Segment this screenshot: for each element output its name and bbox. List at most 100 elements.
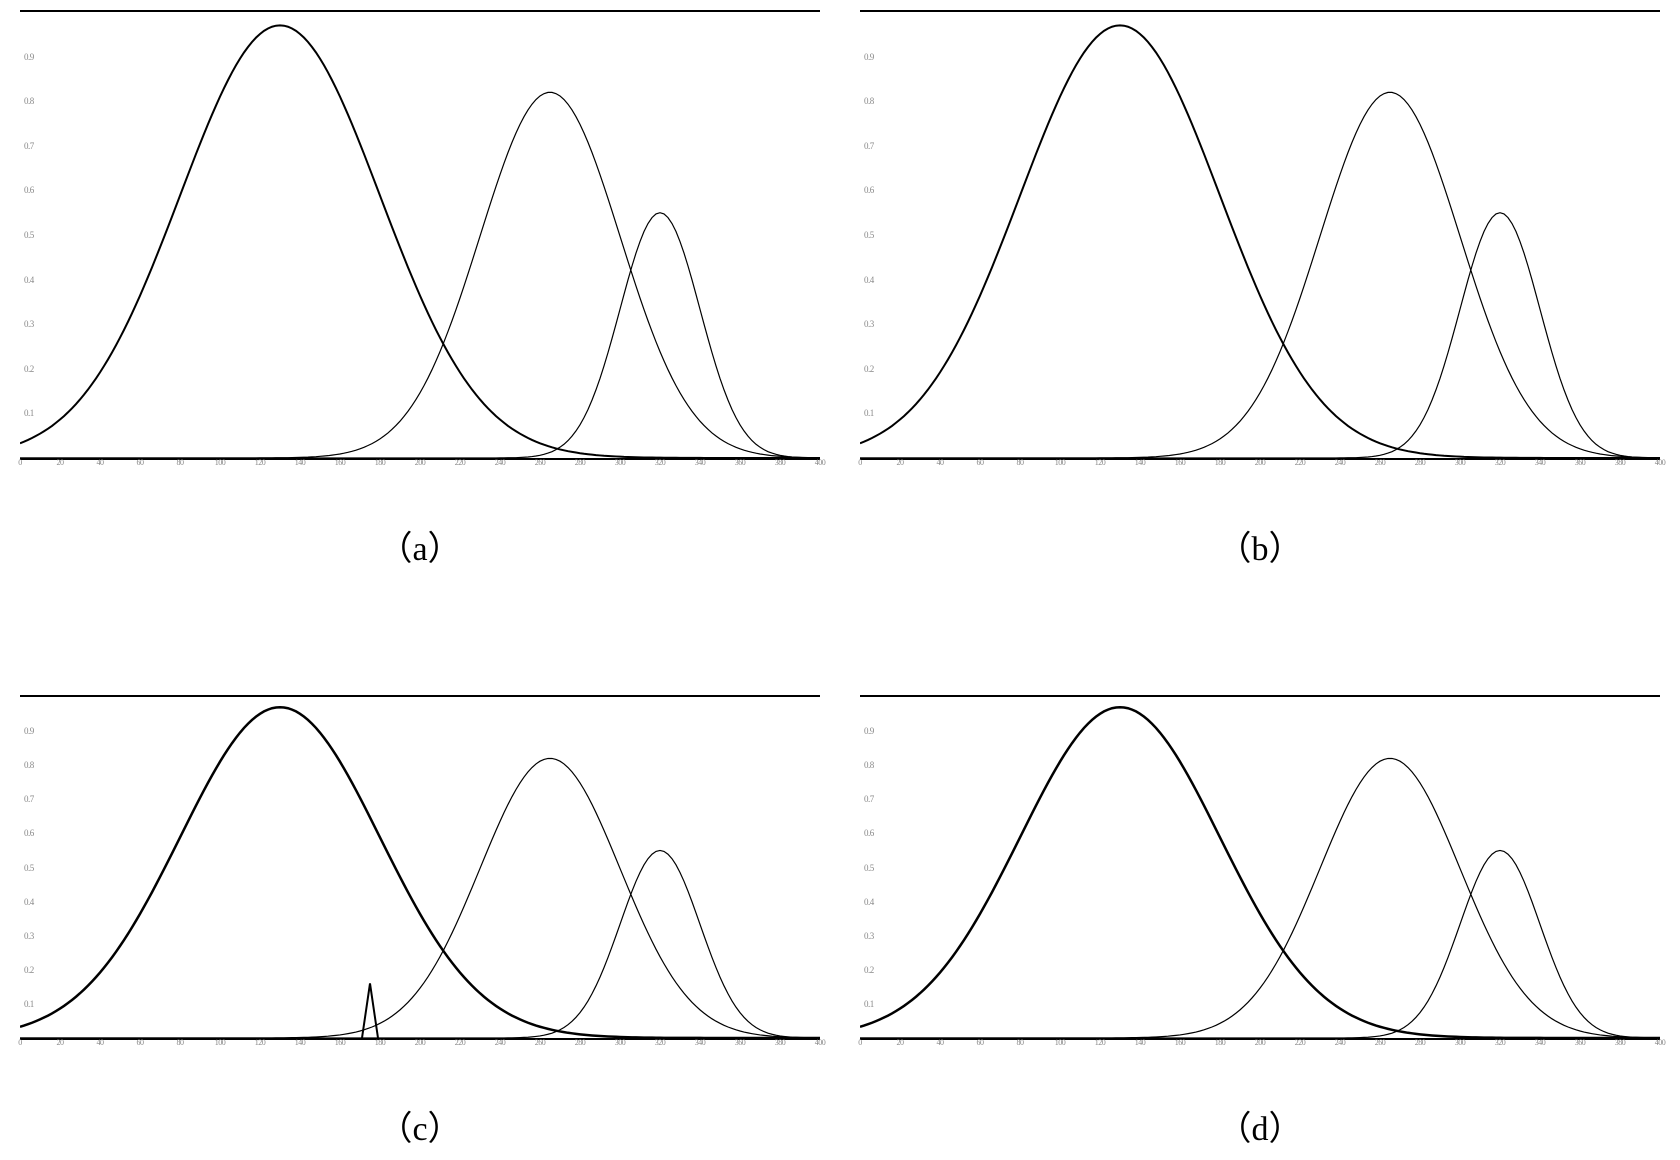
x-tick-label: 300 <box>1455 1038 1466 1047</box>
x-tick-label: 160 <box>1175 458 1186 467</box>
x-tick-label: 180 <box>1215 458 1226 467</box>
x-tick-label: 0 <box>18 458 22 467</box>
plot-area-c: 0.10.20.30.40.50.60.70.80.9 020406080100… <box>20 695 820 1040</box>
x-tick-label: 380 <box>775 458 786 467</box>
x-tick-label: 320 <box>655 458 666 467</box>
x-tick-label: 280 <box>1415 1038 1426 1047</box>
x-tick-label: 340 <box>1535 458 1546 467</box>
x-tick-label: 20 <box>57 1038 64 1047</box>
x-tick-label: 300 <box>615 458 626 467</box>
chart-b <box>860 12 1660 458</box>
x-axis-ticks-a: 0204060801001201401601802002202402602803… <box>20 458 820 472</box>
x-tick-label: 220 <box>455 1038 466 1047</box>
x-tick-label: 20 <box>57 458 64 467</box>
x-tick-label: 20 <box>897 1038 904 1047</box>
x-tick-label: 200 <box>415 458 426 467</box>
x-tick-label: 400 <box>1655 458 1666 467</box>
x-tick-label: 360 <box>735 458 746 467</box>
x-tick-label: 200 <box>1255 458 1266 467</box>
plot-area-d: 0.10.20.30.40.50.60.70.80.9 020406080100… <box>860 695 1660 1040</box>
x-tick-label: 200 <box>1255 1038 1266 1047</box>
x-tick-label: 0 <box>858 1038 862 1047</box>
x-tick-label: 180 <box>375 458 386 467</box>
x-tick-label: 140 <box>295 458 306 467</box>
x-tick-label: 260 <box>1375 1038 1386 1047</box>
x-tick-label: 140 <box>1135 1038 1146 1047</box>
x-tick-label: 100 <box>1055 458 1066 467</box>
panel-b: 0.10.20.30.40.50.60.70.80.9 020406080100… <box>840 0 1680 580</box>
x-tick-label: 100 <box>1055 1038 1066 1047</box>
x-tick-label: 280 <box>1415 458 1426 467</box>
x-tick-label: 180 <box>375 1038 386 1047</box>
x-tick-label: 360 <box>1575 1038 1586 1047</box>
x-tick-label: 60 <box>977 1038 984 1047</box>
x-axis-ticks-d: 0204060801001201401601802002202402602803… <box>860 1038 1660 1052</box>
panel-caption-d: （d） <box>840 1101 1680 1150</box>
x-tick-label: 140 <box>1135 458 1146 467</box>
x-tick-label: 220 <box>1295 458 1306 467</box>
x-tick-label: 340 <box>1535 1038 1546 1047</box>
x-tick-label: 260 <box>1375 458 1386 467</box>
x-tick-label: 400 <box>815 1038 826 1047</box>
x-tick-label: 80 <box>1017 458 1024 467</box>
x-tick-label: 40 <box>937 458 944 467</box>
x-tick-label: 240 <box>495 458 506 467</box>
x-tick-label: 160 <box>1175 1038 1186 1047</box>
x-tick-label: 220 <box>1295 1038 1306 1047</box>
x-tick-label: 260 <box>535 1038 546 1047</box>
x-tick-label: 100 <box>215 1038 226 1047</box>
x-tick-label: 200 <box>415 1038 426 1047</box>
panel-c: 0.10.20.30.40.50.60.70.80.9 020406080100… <box>0 580 840 1160</box>
x-tick-label: 80 <box>177 1038 184 1047</box>
x-tick-label: 100 <box>215 458 226 467</box>
x-tick-label: 20 <box>897 458 904 467</box>
plot-area-a: 0.10.20.30.40.50.60.70.80.9 020406080100… <box>20 10 820 460</box>
x-tick-label: 400 <box>1655 1038 1666 1047</box>
x-tick-label: 360 <box>735 1038 746 1047</box>
chart-c <box>20 697 820 1038</box>
x-tick-label: 360 <box>1575 458 1586 467</box>
x-axis-ticks-c: 0204060801001201401601802002202402602803… <box>20 1038 820 1052</box>
panel-d: 0.10.20.30.40.50.60.70.80.9 020406080100… <box>840 580 1680 1160</box>
x-tick-label: 120 <box>1095 458 1106 467</box>
x-tick-label: 240 <box>1335 458 1346 467</box>
x-tick-label: 40 <box>97 1038 104 1047</box>
panel-caption-c: （c） <box>0 1101 840 1150</box>
x-tick-label: 340 <box>695 458 706 467</box>
x-tick-label: 40 <box>937 1038 944 1047</box>
chart-d <box>860 697 1660 1038</box>
x-tick-label: 60 <box>137 1038 144 1047</box>
x-tick-label: 280 <box>575 1038 586 1047</box>
x-tick-label: 380 <box>1615 1038 1626 1047</box>
x-tick-label: 60 <box>977 458 984 467</box>
x-tick-label: 380 <box>1615 458 1626 467</box>
x-tick-label: 120 <box>255 1038 266 1047</box>
panel-caption-b: （b） <box>840 521 1680 570</box>
plot-area-b: 0.10.20.30.40.50.60.70.80.9 020406080100… <box>860 10 1660 460</box>
x-tick-label: 140 <box>295 1038 306 1047</box>
panel-caption-a: （a） <box>0 521 840 570</box>
x-tick-label: 60 <box>137 458 144 467</box>
x-tick-label: 220 <box>455 458 466 467</box>
x-tick-label: 160 <box>335 458 346 467</box>
panel-a: 0.10.20.30.40.50.60.70.80.9 020406080100… <box>0 0 840 580</box>
x-tick-label: 320 <box>1495 458 1506 467</box>
x-tick-label: 280 <box>575 458 586 467</box>
x-tick-label: 0 <box>858 458 862 467</box>
x-tick-label: 80 <box>177 458 184 467</box>
x-tick-label: 400 <box>815 458 826 467</box>
x-axis-ticks-b: 0 20 40 60 80 100 120 140 160 180 200 220 240 260 280 3… <box>860 458 1660 472</box>
x-tick-label: 40 <box>97 458 104 467</box>
x-tick-label: 380 <box>775 1038 786 1047</box>
x-tick-label: 240 <box>495 1038 506 1047</box>
x-tick-label: 300 <box>1455 458 1466 467</box>
chart-a <box>20 12 820 458</box>
x-tick-label: 300 <box>615 1038 626 1047</box>
x-tick-label: 320 <box>1495 1038 1506 1047</box>
x-tick-label: 240 <box>1335 1038 1346 1047</box>
figure-grid: 0.10.20.30.40.50.60.70.80.9 020406080100… <box>0 0 1680 1160</box>
x-tick-label: 80 <box>1017 1038 1024 1047</box>
x-tick-label: 180 <box>1215 1038 1226 1047</box>
x-tick-label: 340 <box>695 1038 706 1047</box>
x-tick-label: 120 <box>255 458 266 467</box>
